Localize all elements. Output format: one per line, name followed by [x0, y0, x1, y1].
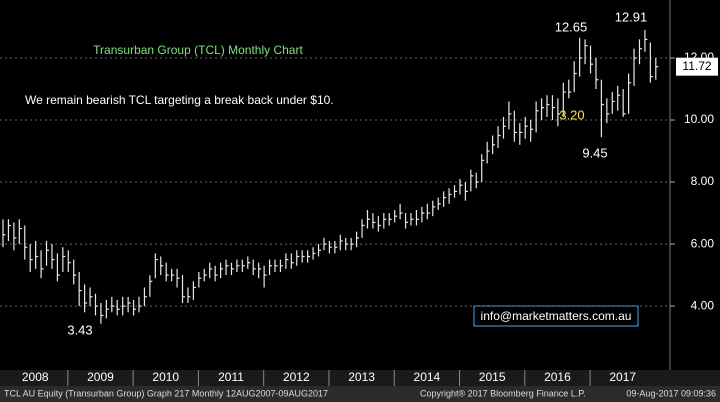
last-price-label: 11.72 — [682, 59, 711, 73]
annotation: 3.20 — [559, 107, 584, 122]
y-tick-label: 6.00 — [691, 236, 715, 250]
footer-mid: Copyright® 2017 Bloomberg Finance L.P. — [420, 388, 586, 398]
y-tick-label: 4.00 — [691, 298, 715, 312]
x-tick-label: 2014 — [414, 370, 441, 384]
x-axis-band — [0, 370, 720, 386]
contact: info@marketmatters.com.au — [481, 309, 632, 323]
chart-subtitle: We remain bearish TCL targeting a break … — [25, 93, 334, 107]
y-tick-label: 10.00 — [684, 112, 714, 126]
last-price-tag — [676, 57, 718, 76]
x-tick-label: 2009 — [87, 370, 114, 384]
x-tick-label: 2016 — [544, 370, 571, 384]
x-tick-label: 2013 — [348, 370, 375, 384]
annotation: 3.43 — [67, 322, 92, 337]
footer-right: 09-Aug-2017 09:09:36 — [626, 388, 716, 398]
annotation: 12.65 — [555, 19, 588, 34]
footer-band — [0, 386, 720, 402]
footer-left: TCL AU Equity (Transurban Group) Graph 2… — [4, 388, 328, 398]
x-tick-label: 2008 — [22, 370, 49, 384]
annotation: 12.91 — [615, 9, 648, 24]
chart-title: Transurban Group (TCL) Monthly Chart — [93, 43, 303, 57]
x-tick-label: 2012 — [283, 370, 310, 384]
x-tick-label: 2010 — [152, 370, 179, 384]
x-tick-label: 2011 — [218, 370, 244, 384]
annotation: 9.45 — [582, 145, 607, 160]
x-tick-label: 2015 — [479, 370, 506, 384]
y-tick-label: 8.00 — [691, 174, 715, 188]
x-tick-label: 2017 — [609, 370, 636, 384]
